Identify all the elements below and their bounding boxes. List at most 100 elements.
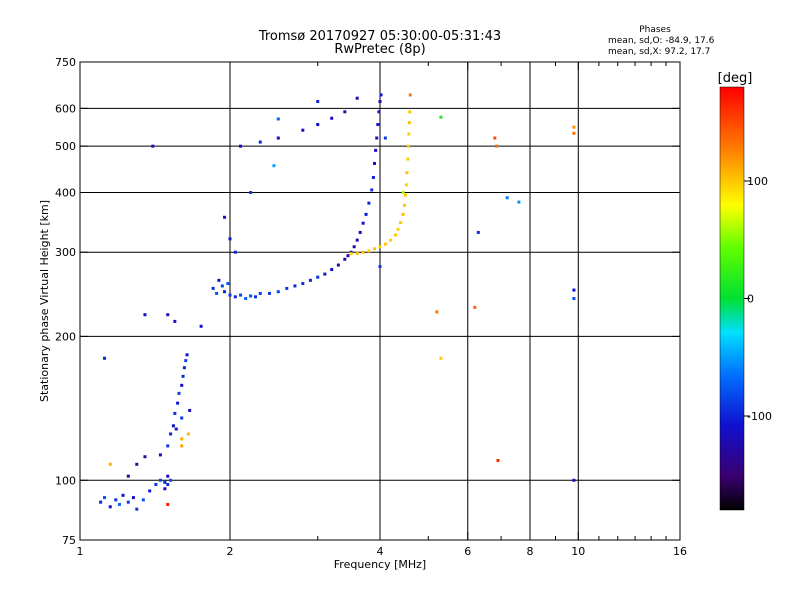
data-point-o <box>143 313 147 317</box>
data-point-x <box>383 242 387 246</box>
data-point-x <box>473 305 477 309</box>
data-point-o <box>361 221 365 225</box>
data-point-o <box>99 500 103 504</box>
colorbar-label: [deg] <box>718 71 753 86</box>
data-point-x <box>180 444 184 448</box>
data-point-o <box>249 190 253 194</box>
data-point-x <box>403 203 407 207</box>
data-point-o <box>117 502 121 506</box>
data-point-x <box>408 93 412 97</box>
data-point-o <box>276 136 280 140</box>
data-point-o <box>217 278 221 282</box>
data-point-o <box>572 288 576 292</box>
data-point-o <box>173 319 177 323</box>
data-point-o <box>174 427 178 431</box>
data-point-o <box>378 265 382 269</box>
data-point-o <box>383 136 387 140</box>
data-point-o <box>169 478 173 482</box>
data-point-o <box>114 498 118 502</box>
data-point-o <box>181 374 185 378</box>
data-point-o <box>151 144 155 148</box>
data-point-o <box>352 245 356 249</box>
data-point-o <box>163 487 167 491</box>
data-point-o <box>301 128 305 132</box>
data-point-x <box>435 310 439 314</box>
data-point-o <box>211 286 215 290</box>
data-point-o <box>163 480 167 484</box>
data-point-x <box>401 212 405 216</box>
data-point-o <box>336 263 340 267</box>
data-point-o <box>103 356 107 360</box>
data-point-x <box>406 144 410 148</box>
data-point-o <box>301 282 305 286</box>
data-point-o <box>143 455 147 459</box>
data-point-o <box>166 313 170 317</box>
data-point-o <box>373 161 377 165</box>
data-point-o <box>166 444 170 448</box>
data-point-o <box>108 505 112 509</box>
data-point-o <box>370 188 374 192</box>
grid <box>80 62 680 540</box>
data-point-o <box>316 100 320 104</box>
y-tick-label: 500 <box>55 140 76 153</box>
data-point-o <box>358 230 362 234</box>
data-point-o <box>330 116 334 120</box>
data-point-o <box>517 200 521 204</box>
phase-heading: Phases <box>639 25 671 35</box>
data-point-x <box>406 157 410 161</box>
phase-line-x: mean, sd,X: 97.2, 17.7 <box>608 47 710 57</box>
data-point-o <box>316 275 320 279</box>
data-point-o <box>343 257 347 261</box>
data-point-x <box>166 502 170 506</box>
data-point-x <box>186 432 190 436</box>
data-point-o <box>378 100 382 104</box>
data-point-o <box>233 250 237 254</box>
data-point-x <box>493 136 497 140</box>
data-point-x <box>373 247 377 251</box>
data-point-o <box>249 294 253 298</box>
chart-subtitle: RwPretec (8p) <box>334 42 425 57</box>
data-point-x <box>349 252 353 256</box>
data-point-x <box>180 437 184 441</box>
data-point-x <box>572 131 576 135</box>
y-tick-label: 400 <box>55 186 76 199</box>
data-point-x <box>394 233 398 237</box>
data-point-o <box>376 123 380 127</box>
data-point-x <box>572 125 576 129</box>
data-point-o <box>223 215 227 219</box>
data-point-o <box>355 96 359 100</box>
data-point-o <box>158 478 162 482</box>
y-tick-label: 300 <box>55 246 76 259</box>
data-point-o <box>131 496 135 500</box>
data-point-x <box>108 462 112 466</box>
data-point-o <box>572 297 576 301</box>
data-point-x <box>405 171 409 175</box>
data-point-o <box>171 424 175 428</box>
data-point-o <box>169 432 173 436</box>
data-point-o <box>154 482 158 486</box>
data-point-o <box>371 175 375 179</box>
data-point-o <box>367 201 371 205</box>
colorbar-gradient <box>719 86 745 511</box>
data-point-o <box>158 453 162 457</box>
data-point-x <box>389 238 393 242</box>
x-tick-label: 4 <box>377 545 384 558</box>
data-point-x <box>439 115 443 119</box>
y-tick-label: 750 <box>55 56 76 69</box>
data-point-x <box>367 249 371 253</box>
data-point-x <box>403 193 407 197</box>
data-point-o <box>276 117 280 121</box>
data-point-o <box>215 291 219 295</box>
data-point-o <box>267 291 271 295</box>
data-point-x <box>404 183 408 187</box>
data-point-o <box>180 416 184 420</box>
data-point-o <box>173 411 177 415</box>
colorbar-tick-label: -100 <box>747 410 772 423</box>
data-point-o <box>276 290 280 294</box>
data-point-o <box>272 164 276 168</box>
phase-line-o: mean, sd,O: -84.9, 17.6 <box>608 36 715 46</box>
data-point-x <box>407 132 411 136</box>
data-point-o <box>188 408 192 412</box>
data-point-o <box>103 496 107 500</box>
